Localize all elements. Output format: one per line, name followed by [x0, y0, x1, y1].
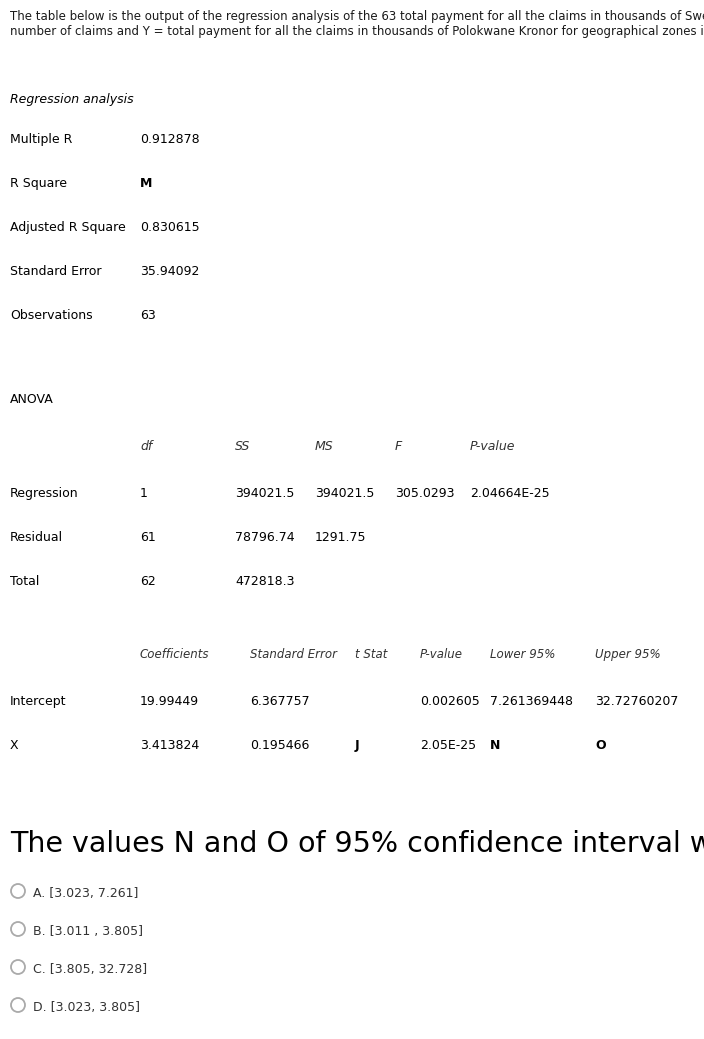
- Text: 61: 61: [140, 531, 156, 544]
- Text: 0.195466: 0.195466: [250, 739, 309, 752]
- Text: A. [3.023, 7.261]: A. [3.023, 7.261]: [33, 887, 139, 900]
- Text: 6.367757: 6.367757: [250, 695, 310, 708]
- Text: 472818.3: 472818.3: [235, 575, 294, 588]
- Text: B. [3.011 , 3.805]: B. [3.011 , 3.805]: [33, 925, 143, 938]
- Text: 63: 63: [140, 309, 156, 322]
- Text: Upper 95%: Upper 95%: [595, 648, 660, 661]
- Text: Intercept: Intercept: [10, 695, 66, 708]
- Text: Standard Error: Standard Error: [250, 648, 337, 661]
- Text: P-value: P-value: [470, 439, 515, 453]
- Text: 3.413824: 3.413824: [140, 739, 199, 752]
- Text: 1: 1: [140, 487, 148, 500]
- Text: The table below is the output of the regression analysis of the 63 total payment: The table below is the output of the reg…: [10, 10, 704, 38]
- Text: df: df: [140, 439, 152, 453]
- Text: X: X: [10, 739, 18, 752]
- Text: N: N: [490, 739, 501, 752]
- Text: Observations: Observations: [10, 309, 93, 322]
- Text: 78796.74: 78796.74: [235, 531, 295, 544]
- Text: 394021.5: 394021.5: [315, 487, 375, 500]
- Text: F: F: [395, 439, 402, 453]
- Text: J: J: [355, 739, 360, 752]
- Text: 19.99449: 19.99449: [140, 695, 199, 708]
- Text: Standard Error: Standard Error: [10, 265, 101, 278]
- Text: 0.912878: 0.912878: [140, 133, 200, 146]
- Text: 32.72760207: 32.72760207: [595, 695, 679, 708]
- Text: 1291.75: 1291.75: [315, 531, 367, 544]
- Text: P-value: P-value: [420, 648, 463, 661]
- Text: Coefficients: Coefficients: [140, 648, 210, 661]
- Text: 394021.5: 394021.5: [235, 487, 294, 500]
- Text: Lower 95%: Lower 95%: [490, 648, 555, 661]
- Text: D. [3.023, 3.805]: D. [3.023, 3.805]: [33, 1001, 140, 1014]
- Text: O: O: [595, 739, 605, 752]
- Text: 35.94092: 35.94092: [140, 265, 199, 278]
- Text: 7.261369448: 7.261369448: [490, 695, 573, 708]
- Text: MS: MS: [315, 439, 334, 453]
- Text: Total: Total: [10, 575, 39, 588]
- Text: R Square: R Square: [10, 177, 67, 190]
- Text: Multiple R: Multiple R: [10, 133, 73, 146]
- Text: C. [3.805, 32.728]: C. [3.805, 32.728]: [33, 963, 147, 976]
- Text: ANOVA: ANOVA: [10, 393, 54, 406]
- Text: 0.002605: 0.002605: [420, 695, 479, 708]
- Text: 305.0293: 305.0293: [395, 487, 455, 500]
- Text: 62: 62: [140, 575, 156, 588]
- Text: Regression: Regression: [10, 487, 79, 500]
- Text: 0.830615: 0.830615: [140, 221, 200, 234]
- Text: SS: SS: [235, 439, 250, 453]
- Text: Residual: Residual: [10, 531, 63, 544]
- Text: t Stat: t Stat: [355, 648, 387, 661]
- Text: M: M: [140, 177, 152, 190]
- Text: 2.05E-25: 2.05E-25: [420, 739, 476, 752]
- Text: Adjusted R Square: Adjusted R Square: [10, 221, 126, 234]
- Text: The values N and O of 95% confidence interval will be:: The values N and O of 95% confidence int…: [10, 830, 704, 858]
- Text: Regression analysis: Regression analysis: [10, 94, 134, 106]
- Text: 2.04664E-25: 2.04664E-25: [470, 487, 550, 500]
